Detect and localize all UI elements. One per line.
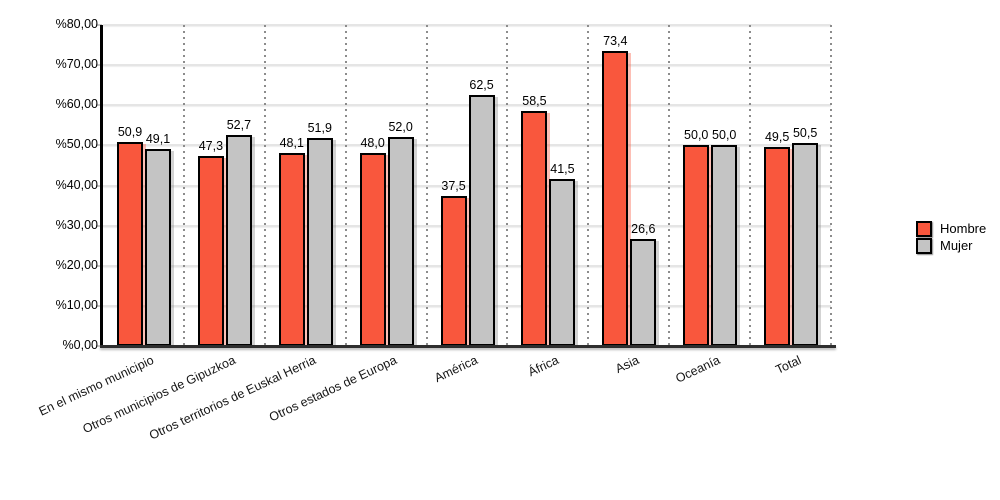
y-tick-70	[96, 64, 102, 67]
legend: Hombre Mujer	[916, 221, 986, 255]
category-separator-4	[425, 25, 428, 346]
gridline-70	[103, 64, 831, 67]
bar-value-label-hombre-1: 50,9	[117, 124, 143, 139]
y-tick-label-0: %0,00	[62, 338, 98, 352]
category-separator-8	[749, 25, 752, 346]
bar-value-label-hombre-3: 48,1	[279, 135, 304, 150]
gridline-40	[103, 184, 831, 187]
bar-value-label-hombre-6: 58,5	[522, 94, 547, 109]
bar-mujer-4	[387, 137, 414, 346]
bar-value-label-hombre-2: 47,3	[198, 139, 224, 154]
bar-value-label-mujer-8: 50,0	[712, 128, 737, 143]
category-separator-1	[182, 25, 185, 346]
x-category-label-7: Asia	[613, 353, 642, 376]
bar-value-label-mujer-2: 52,7	[226, 117, 252, 132]
bar-value-label-hombre-5: 37,5	[441, 178, 466, 193]
bar-mujer-8	[711, 145, 738, 346]
legend-label-hombre: Hombre	[940, 221, 987, 236]
y-tick-20	[96, 264, 102, 267]
bar-hombre-7	[602, 51, 629, 346]
y-tick-label-80: %80,00	[55, 17, 98, 31]
category-separator-5	[506, 25, 509, 346]
y-tick-label-50: %50,00	[55, 137, 98, 152]
bar-value-label-mujer-5: 62,5	[469, 78, 494, 93]
bar-hombre-5	[440, 195, 467, 346]
gridline-10	[103, 304, 831, 307]
legend-label-mujer: Mujer	[940, 238, 973, 253]
bar-value-label-mujer-1: 49,1	[145, 131, 171, 146]
y-tick-label-60: %60,00	[55, 97, 98, 112]
bar-mujer-6	[549, 179, 576, 346]
legend-item-hombre: Hombre	[916, 221, 986, 237]
x-category-label-9: Total	[773, 353, 804, 377]
y-axis-line	[100, 25, 103, 348]
legend-swatch-mujer	[916, 238, 932, 254]
x-category-label-8: Oceanía	[673, 353, 723, 386]
legend-swatch-hombre	[916, 221, 932, 237]
bar-mujer-1	[145, 148, 171, 346]
category-separator-6	[587, 25, 590, 346]
y-tick-label-10: %10,00	[55, 297, 98, 312]
bar-mujer-3	[306, 137, 333, 346]
gridline-60	[103, 104, 831, 107]
bar-hombre-9	[764, 147, 791, 346]
bar-value-label-hombre-8: 50,0	[684, 128, 709, 143]
x-axis-line	[100, 345, 836, 348]
bar-value-label-hombre-7: 73,4	[603, 34, 628, 49]
category-separator-9	[830, 25, 832, 346]
bar-value-label-hombre-4: 48,0	[360, 136, 385, 151]
category-separator-7	[668, 25, 671, 346]
bar-hombre-3	[278, 152, 305, 346]
bar-value-label-mujer-3: 51,9	[307, 120, 332, 135]
y-tick-0	[96, 345, 102, 347]
bar-value-label-hombre-9: 49,5	[764, 130, 790, 145]
y-tick-10	[96, 304, 102, 307]
y-tick-label-70: %70,00	[55, 57, 98, 72]
bar-mujer-9	[792, 143, 819, 346]
legend-item-mujer: Mujer	[916, 238, 986, 254]
bar-value-label-mujer-7: 26,6	[631, 222, 656, 237]
bar-hombre-2	[197, 156, 224, 346]
category-separator-3	[344, 25, 347, 346]
bar-value-label-mujer-4: 52,0	[388, 120, 413, 135]
y-tick-80	[96, 24, 102, 26]
bar-hombre-1	[117, 141, 143, 346]
bar-hombre-8	[683, 145, 710, 346]
y-tick-30	[96, 224, 102, 227]
x-category-label-5: América	[432, 353, 480, 386]
y-tick-60	[96, 104, 102, 107]
gridline-20	[103, 264, 831, 267]
bar-value-label-mujer-9: 50,5	[792, 126, 818, 141]
bar-mujer-7	[630, 239, 657, 346]
bar-hombre-4	[359, 153, 386, 346]
gridline-30	[103, 224, 831, 227]
y-tick-40	[96, 184, 102, 187]
gridline-80	[103, 24, 831, 26]
bar-value-label-mujer-6: 41,5	[550, 162, 575, 177]
bar-hombre-6	[521, 111, 548, 346]
y-tick-label-40: %40,00	[55, 177, 98, 192]
y-tick-label-30: %30,00	[55, 217, 98, 232]
y-tick-label-20: %20,00	[55, 257, 98, 272]
bar-mujer-5	[468, 95, 495, 346]
x-category-label-6: África	[525, 353, 561, 380]
y-tick-50	[96, 144, 102, 147]
category-separator-2	[263, 25, 266, 346]
bar-mujer-2	[225, 134, 252, 346]
gridline-50	[103, 144, 831, 147]
